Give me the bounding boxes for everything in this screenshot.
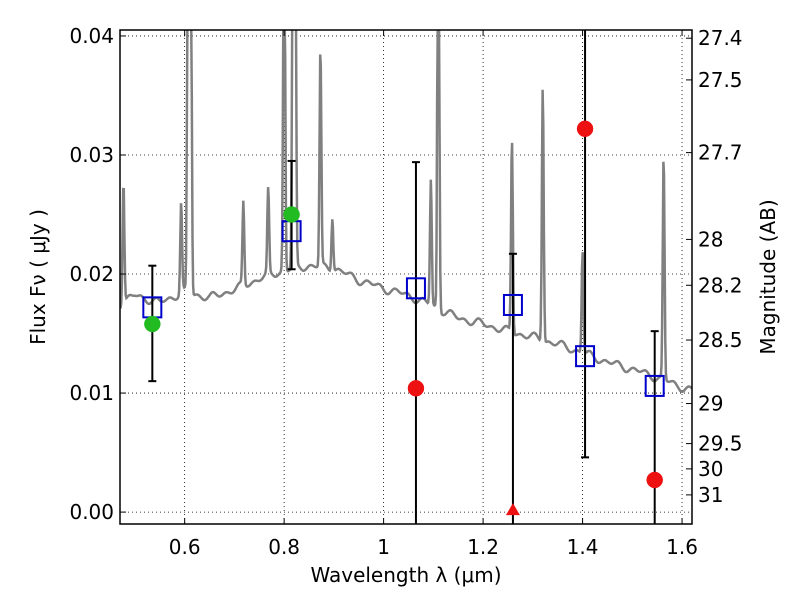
x-tick-label: 1.4: [567, 535, 599, 559]
observed-flux-point: [144, 315, 161, 333]
model-flux-square: [575, 345, 596, 368]
observed-flux-point: [283, 206, 300, 223]
y2-tick-label: 28.5: [698, 328, 743, 352]
y2-tick-label: 29: [698, 392, 723, 416]
model-sed: [120, 30, 692, 393]
x-tick-label: 1.6: [666, 535, 698, 559]
model-sed-line: [120, 30, 692, 393]
y-tick-label: 0.00: [69, 500, 114, 524]
y2-tick-label: 27.7: [698, 141, 743, 165]
x-tick-label: 1: [377, 535, 390, 559]
grid-lines: [120, 30, 692, 524]
observed-flux-point: [646, 471, 663, 489]
y-tick-label: 0.01: [69, 381, 114, 405]
x-tick-label: 0.6: [169, 535, 201, 559]
x-axis-label: Wavelength λ (μm): [310, 563, 501, 587]
model-flux-square: [502, 293, 523, 316]
model-flux-square: [644, 374, 665, 397]
y2-tick-label: 28.2: [698, 273, 743, 297]
observed-flux-point: [407, 380, 425, 397]
y-tick-label: 0.03: [69, 143, 114, 167]
data-markers: [142, 120, 665, 516]
y-axis-label: Flux Fν ( μJy ): [26, 209, 50, 345]
model-flux-square: [405, 277, 426, 300]
observed-flux-point: [576, 120, 594, 138]
plot-frame: [119, 29, 693, 525]
axis-ticks: 0.6 0.8 1 1.2 1.4 1.6 0.00 0.01 0.02 0.03 0.04 27.4…: [69, 24, 742, 559]
x-tick-label: 1.2: [467, 535, 499, 559]
y2-tick-label: 28: [698, 227, 723, 251]
y2-tick-label: 27.5: [698, 68, 743, 92]
y2-axis-label: Magnitude (AB): [756, 199, 780, 354]
x-tick-label: 0.8: [268, 535, 300, 559]
y-tick-label: 0.02: [69, 262, 114, 286]
y2-tick-label: 27.4: [698, 26, 743, 50]
y-tick-label: 0.04: [69, 24, 114, 48]
y2-tick-label: 29.5: [698, 432, 743, 456]
y2-tick-label: 31: [698, 483, 723, 507]
y2-tick-label: 30: [698, 457, 723, 481]
upper-limit-marker: [505, 503, 520, 516]
